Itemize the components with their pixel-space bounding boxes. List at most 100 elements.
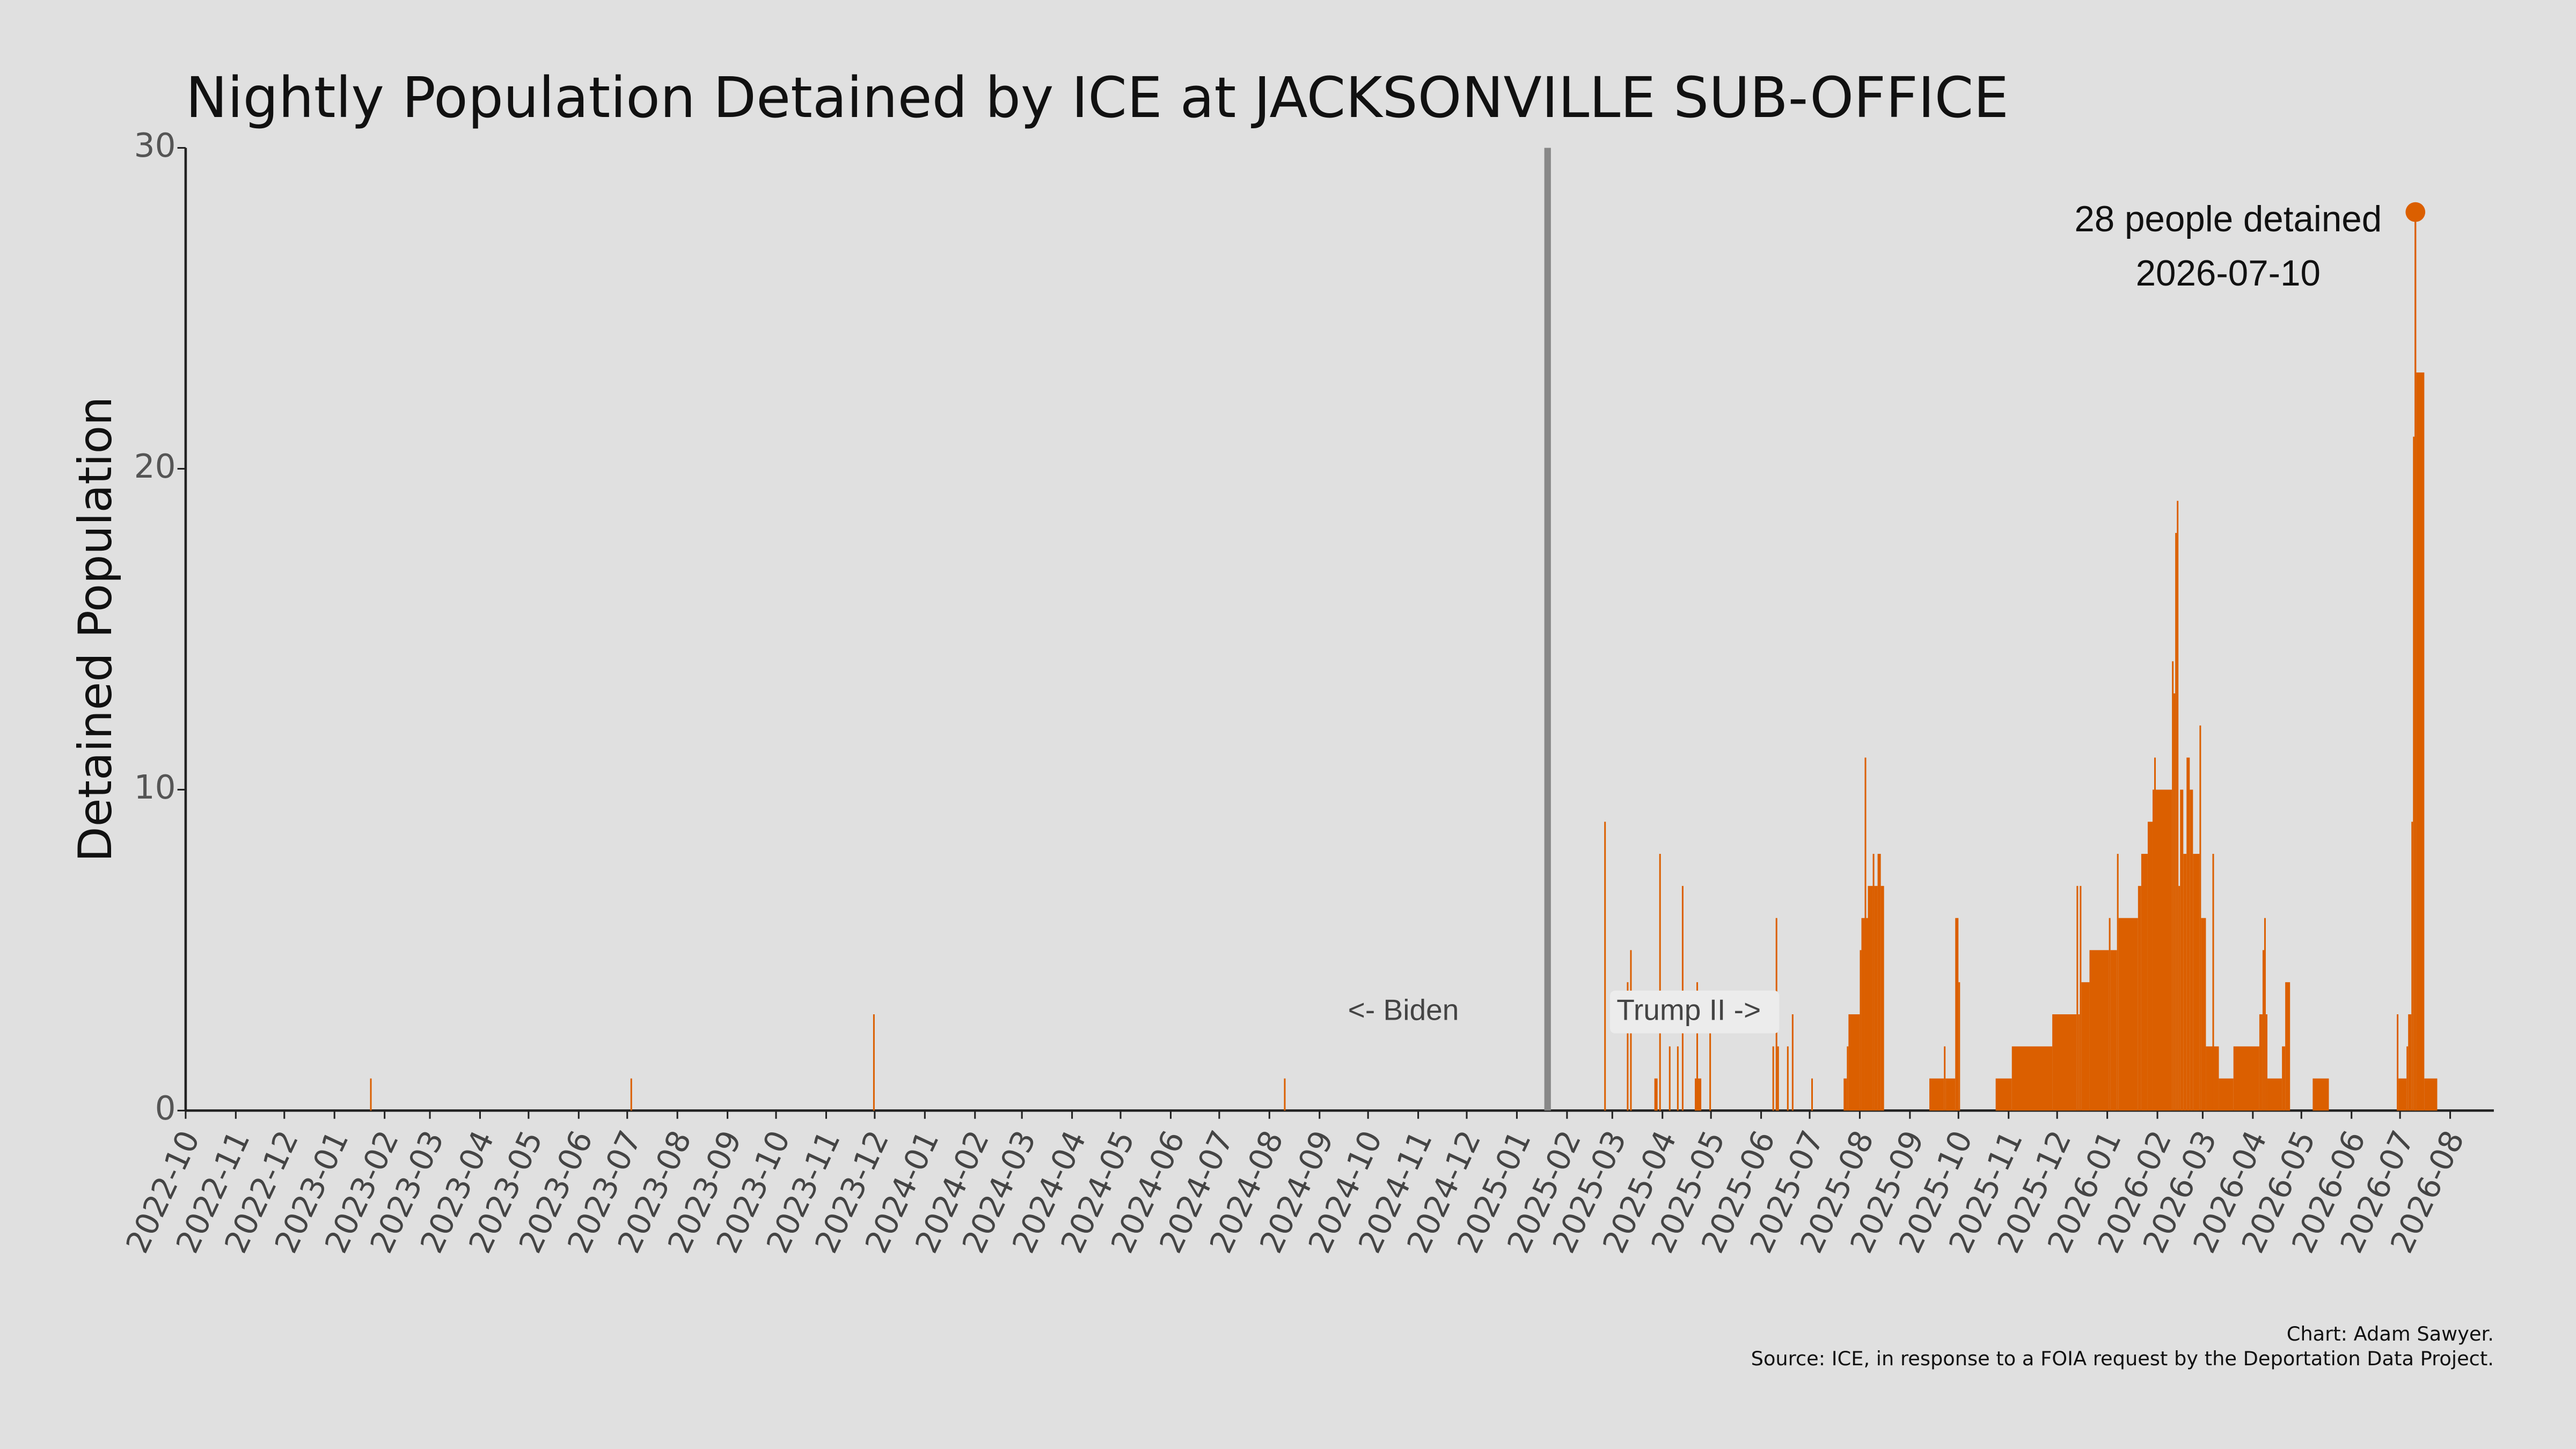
bar [2193,854,2200,1111]
bar [2138,885,2141,1111]
annotation-point [2405,202,2426,222]
bar [2424,1078,2438,1111]
bar [2265,1014,2267,1111]
bar [2219,1078,2234,1111]
bar [1929,1078,1944,1111]
bar [1868,885,1873,1111]
source: Source: ICE, in response to a FOIA reque… [1751,1347,2494,1370]
bar [1877,854,1881,1111]
bar [1695,1078,1697,1111]
bar [2156,789,2172,1111]
bar [1777,1046,1779,1111]
bar [2233,1046,2259,1111]
bar [2118,918,2138,1111]
bar [1955,918,1959,1111]
y-tick-label: 10 [134,769,176,807]
bar [2117,854,2119,1111]
bar [1958,982,1960,1111]
bar [2147,822,2153,1111]
bar [2076,885,2079,1111]
bar [2172,661,2174,1111]
bar [2408,1014,2412,1111]
bar [2080,885,2082,1111]
bar [1604,822,1606,1111]
y-tick-label: 30 [134,127,176,165]
bar [1696,982,1699,1111]
bar [1659,854,1661,1111]
divider-left-label: <- Biden [1348,993,1459,1026]
bar [1860,950,1862,1111]
label-box [1610,990,1780,1034]
bar [1864,757,1867,1111]
bar [2183,854,2187,1111]
bar [2416,372,2425,1111]
bar [1791,1014,1794,1111]
bar [1866,918,1868,1111]
annotation-date: 2026-07-10 [2136,253,2321,294]
bar [2413,436,2415,1111]
bar [370,1078,372,1111]
bar [2262,950,2264,1111]
bar [1811,1078,1813,1111]
bar [2175,533,2177,1111]
bar [1698,1078,1702,1111]
bar [2011,1046,2053,1111]
bar [2201,918,2206,1111]
bar [2312,1078,2329,1111]
bar [1872,854,1875,1111]
bar [2177,501,2179,1111]
bar [1627,982,1629,1111]
bar [1945,1078,1956,1111]
bar [2178,885,2180,1111]
bar [2078,1014,2080,1111]
bar [1772,1046,1774,1111]
bar [2152,789,2154,1111]
bar [1654,1078,1658,1111]
bar [630,1078,632,1111]
y-tick-label: 20 [134,448,176,486]
bar [1787,1046,1789,1111]
bar [2264,918,2266,1111]
bar [2282,1046,2286,1111]
bar [2154,757,2156,1111]
bar [2089,950,2109,1111]
bar [1677,1046,1679,1111]
bar [2411,822,2413,1111]
bar [2141,854,2148,1111]
bar [2052,1014,2077,1111]
bar [2110,950,2117,1111]
divider-right-label: Trump II -> [1616,993,1761,1026]
bar [2206,1046,2213,1111]
y-axis-label: Detained Population [69,397,122,862]
bar [1944,1046,1946,1111]
bar [2081,982,2090,1111]
annotation-text: 28 people detained [2074,199,2382,239]
bar [1848,1014,1860,1111]
bar [2406,1046,2409,1111]
bar [2267,1078,2282,1111]
bar [873,1014,875,1111]
bar [2199,725,2201,1111]
bar [2259,1014,2263,1111]
bar [1880,885,1884,1111]
bar [1843,1078,1847,1111]
y-tick-label: 0 [155,1089,176,1128]
bar [2180,789,2184,1111]
bar [2398,1078,2407,1111]
bar [1874,885,1878,1111]
bar [2109,918,2111,1111]
bar [2186,757,2190,1111]
credit: Chart: Adam Sawyer. [2287,1322,2494,1345]
chart-title: Nightly Population Detained by ICE at JA… [186,65,2009,130]
bar [1668,1046,1671,1111]
bar [1847,1046,1849,1111]
bar [2397,1014,2399,1111]
bar [2190,789,2193,1111]
bar [1709,1014,1711,1111]
bar [2174,693,2176,1111]
bar [1861,918,1865,1111]
bar [2214,1046,2219,1111]
